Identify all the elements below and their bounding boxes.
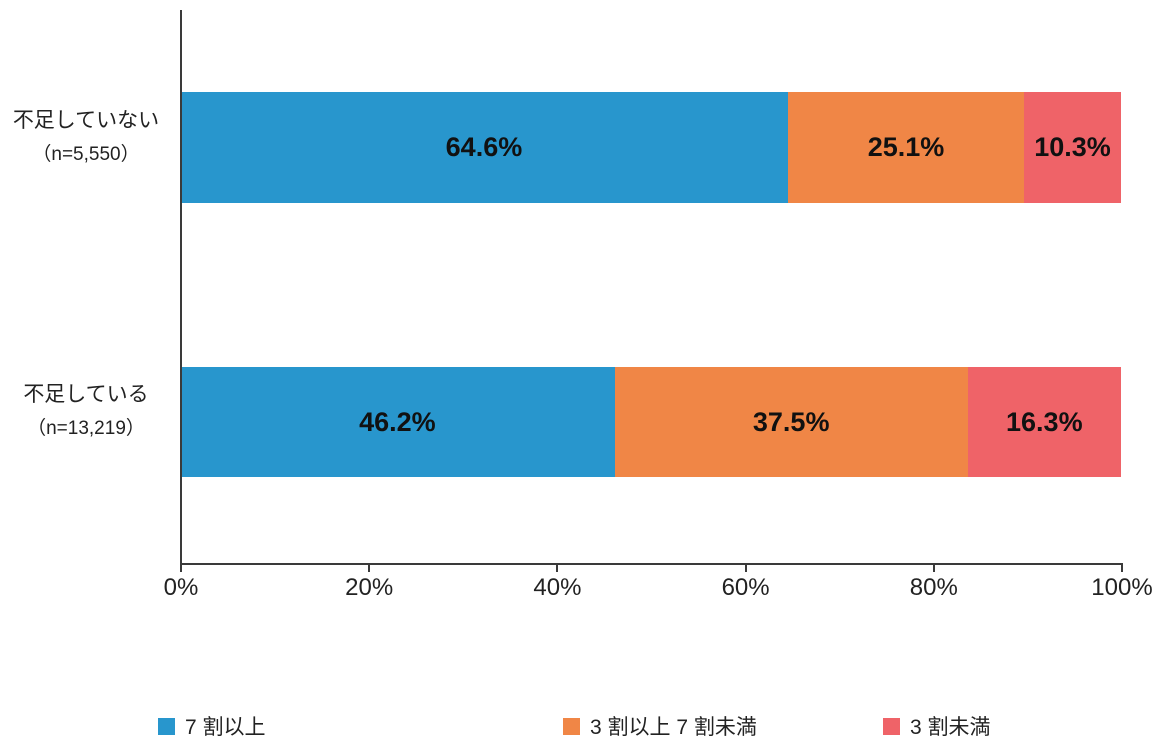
category-sample-size: （n=13,219） bbox=[27, 418, 145, 439]
legend-item: 3 割未満 bbox=[883, 711, 991, 741]
legend-swatch-icon bbox=[883, 717, 900, 735]
x-axis-tick-label: 60% bbox=[721, 574, 770, 601]
category-label: 不足している （n=13,219） bbox=[0, 384, 172, 438]
x-axis-tick bbox=[556, 563, 559, 572]
legend: 7 割以上 3 割以上 7 割未満 3 割未満 bbox=[0, 703, 1152, 743]
segment-value-label: 46.2% bbox=[359, 406, 436, 437]
segment-value-label: 16.3% bbox=[1006, 406, 1083, 437]
category-name: 不足している bbox=[23, 383, 149, 406]
segment-value-label: 25.1% bbox=[867, 132, 945, 162]
category-sample-size: （n=5,550） bbox=[32, 143, 140, 165]
legend-item: 3 割以上 7 割未満 bbox=[563, 711, 757, 741]
bar-segment: 16.3% bbox=[967, 367, 1121, 477]
segment-value-label: 10.3% bbox=[1034, 132, 1111, 162]
bar-row: 64.6% 25.1% 10.3% bbox=[180, 92, 1121, 203]
y-axis-line bbox=[180, 10, 182, 570]
x-axis-tick-label: 20% bbox=[345, 574, 394, 601]
x-axis-tick-label: 80% bbox=[909, 574, 958, 601]
bar-segment: 64.6% bbox=[180, 92, 788, 203]
x-axis-tick bbox=[932, 563, 935, 572]
category-name: 不足していない bbox=[12, 108, 160, 132]
legend-swatch-icon bbox=[563, 717, 580, 735]
bar-segment: 46.2% bbox=[180, 367, 615, 477]
legend-label: 3 割未満 bbox=[910, 716, 991, 739]
x-axis-tick bbox=[180, 563, 182, 572]
plot-area: 64.6% 25.1% 10.3% 46.2% 37.5% 16.3% bbox=[180, 10, 1121, 563]
bar-segment: 25.1% bbox=[787, 92, 1025, 203]
category-label: 不足していない （n=5,550） bbox=[0, 110, 172, 164]
x-axis-tick bbox=[368, 563, 371, 572]
legend-label: 3 割以上 7 割未満 bbox=[590, 716, 757, 739]
segment-value-label: 64.6% bbox=[445, 132, 523, 162]
legend-item: 7 割以上 bbox=[158, 711, 266, 741]
legend-label: 7 割以上 bbox=[185, 716, 266, 739]
x-axis-tick-label: 100% bbox=[1091, 574, 1152, 601]
x-axis-line bbox=[180, 563, 1122, 565]
x-axis-tick-label: 0% bbox=[163, 574, 199, 601]
bar-row: 46.2% 37.5% 16.3% bbox=[180, 367, 1121, 477]
x-axis-tick bbox=[744, 563, 747, 572]
legend-swatch-icon bbox=[158, 717, 175, 735]
x-axis-tick-label: 40% bbox=[533, 574, 582, 601]
bar-segment: 10.3% bbox=[1024, 92, 1121, 203]
x-axis-tick bbox=[1121, 563, 1123, 572]
segment-value-label: 37.5% bbox=[752, 406, 830, 437]
bar-segment: 37.5% bbox=[614, 367, 968, 477]
